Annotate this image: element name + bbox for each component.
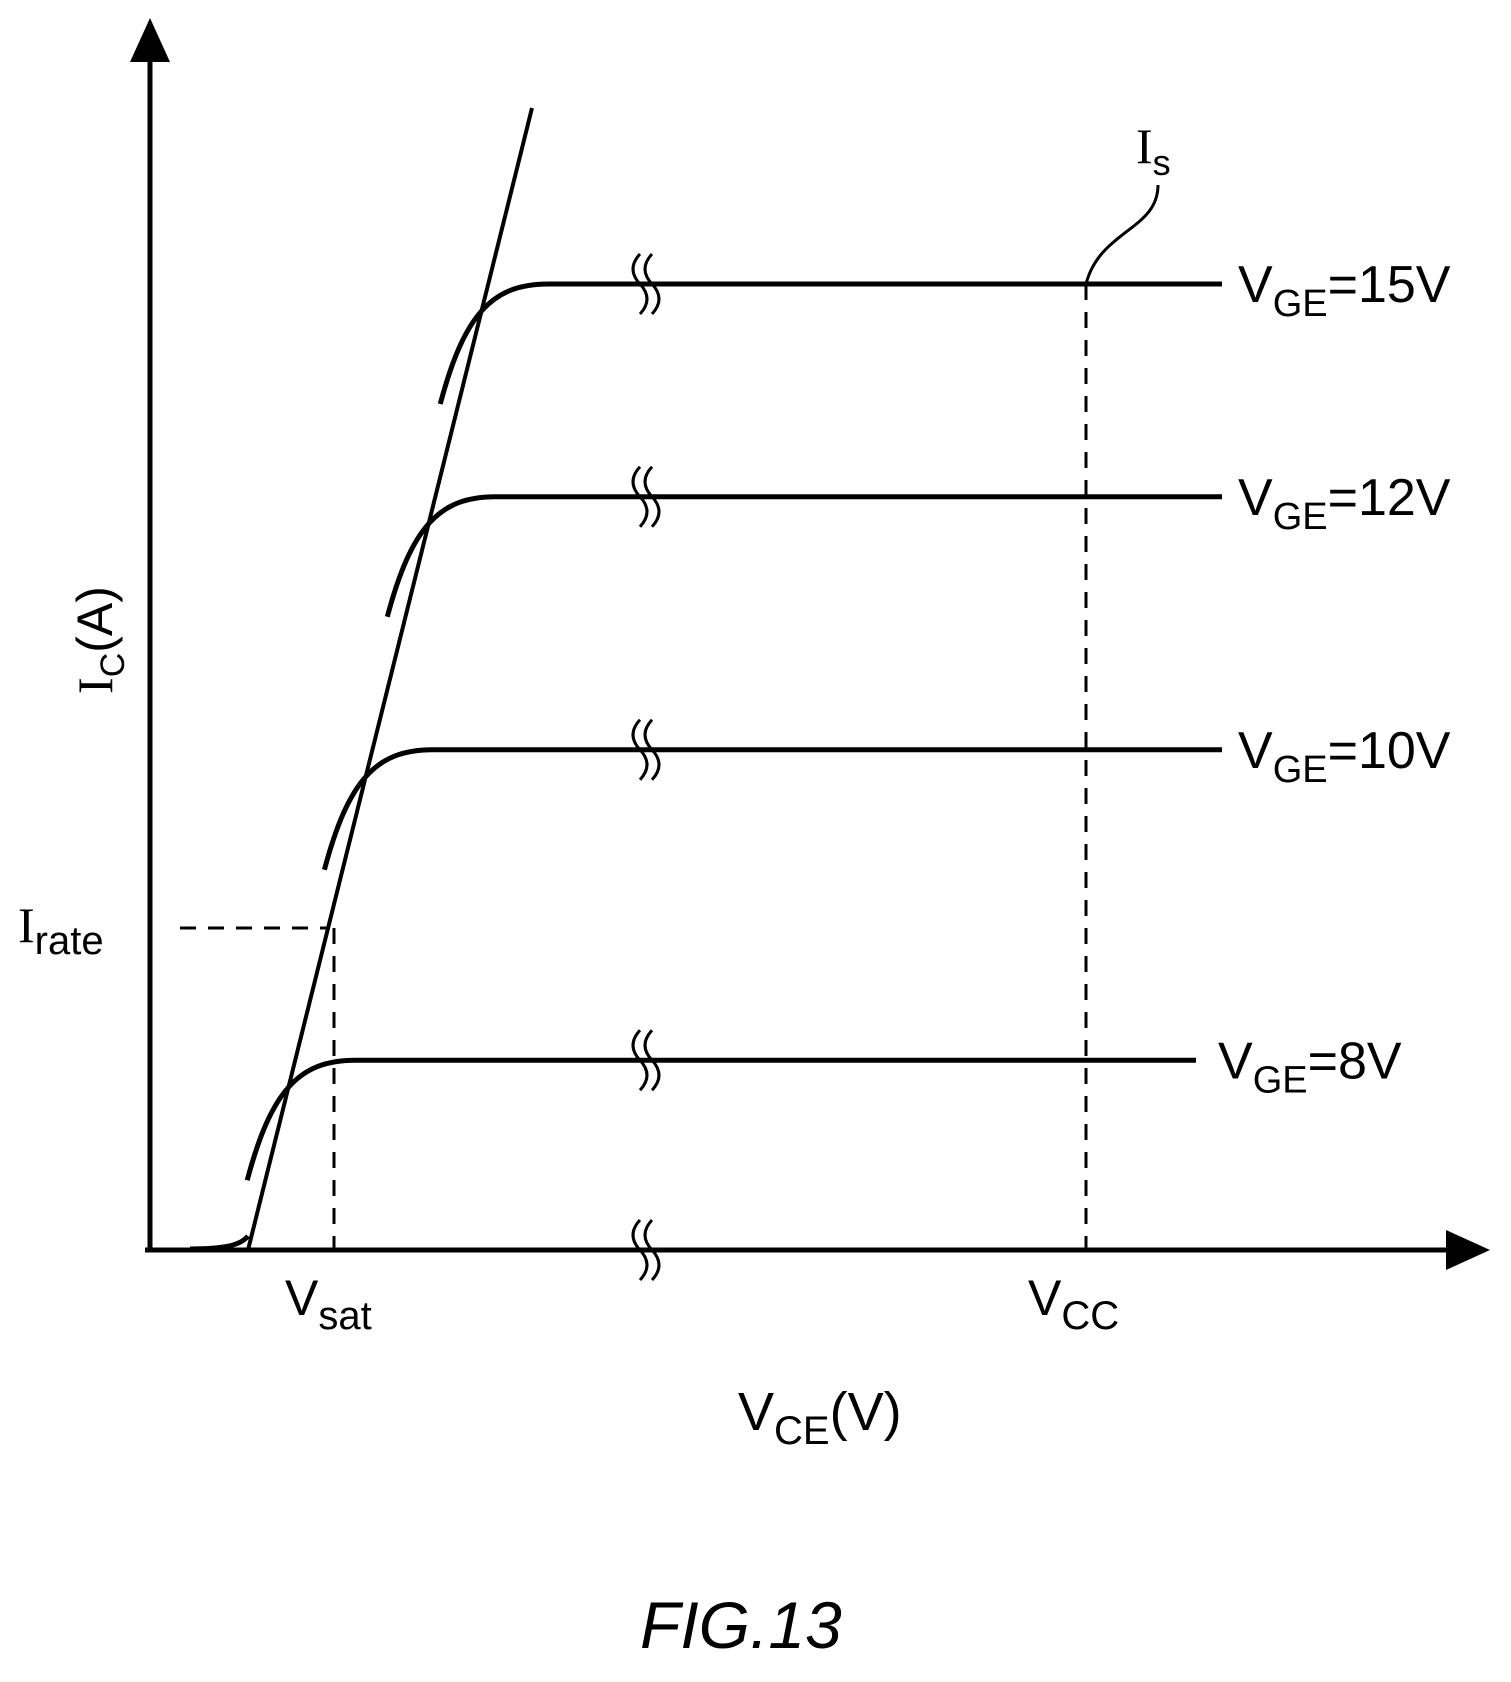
series-label-vge-12: VGE=12V	[1238, 469, 1451, 538]
break-mark-right-12	[643, 465, 661, 528]
y-axis-arrow-icon	[130, 18, 170, 62]
y-axis-label: IC(A)	[67, 586, 132, 694]
axes	[130, 18, 1490, 1270]
break-mark-right-15	[643, 252, 661, 316]
break-mark-left-15	[631, 252, 649, 316]
plot-area	[180, 107, 1222, 1282]
break-mark-right-8	[643, 1029, 661, 1092]
break-mark-left-12	[631, 465, 649, 528]
y-tick-label-irate: Irate	[18, 897, 104, 963]
is-leader-line	[1084, 184, 1160, 285]
on-state-line	[246, 107, 534, 1251]
labels: IC(A) Irate Vsat VCC VCE(V) Is FIG.13 VG…	[18, 118, 1451, 1662]
x-axis-arrow-icon	[1446, 1230, 1490, 1270]
series-curve-vge-12	[384, 494, 1222, 618]
x-tick-label-vsat: Vsat	[285, 1270, 372, 1338]
series-label-vge-15: VGE=15V	[1238, 256, 1451, 325]
break-mark-left-10	[631, 718, 649, 781]
annotation-is: Is	[1136, 118, 1171, 183]
series-label-vge-10: VGE=10V	[1238, 722, 1451, 791]
break-mark-left-8	[631, 1029, 649, 1092]
x-axis-label: VCE(V)	[738, 1382, 902, 1453]
x-tick-label-vcc: VCC	[1028, 1270, 1119, 1338]
x-axis-break-left	[631, 1218, 649, 1282]
series-curve-vge-15	[437, 281, 1222, 405]
figure-caption: FIG.13	[640, 1588, 842, 1662]
series-curve-vge-10	[321, 747, 1222, 871]
series-label-vge-8: VGE=8V	[1218, 1032, 1402, 1101]
toe-curve	[189, 1234, 250, 1252]
x-axis-break-right	[643, 1218, 661, 1282]
break-mark-right-10	[643, 718, 661, 781]
series-curve-vge-8	[244, 1057, 1196, 1181]
